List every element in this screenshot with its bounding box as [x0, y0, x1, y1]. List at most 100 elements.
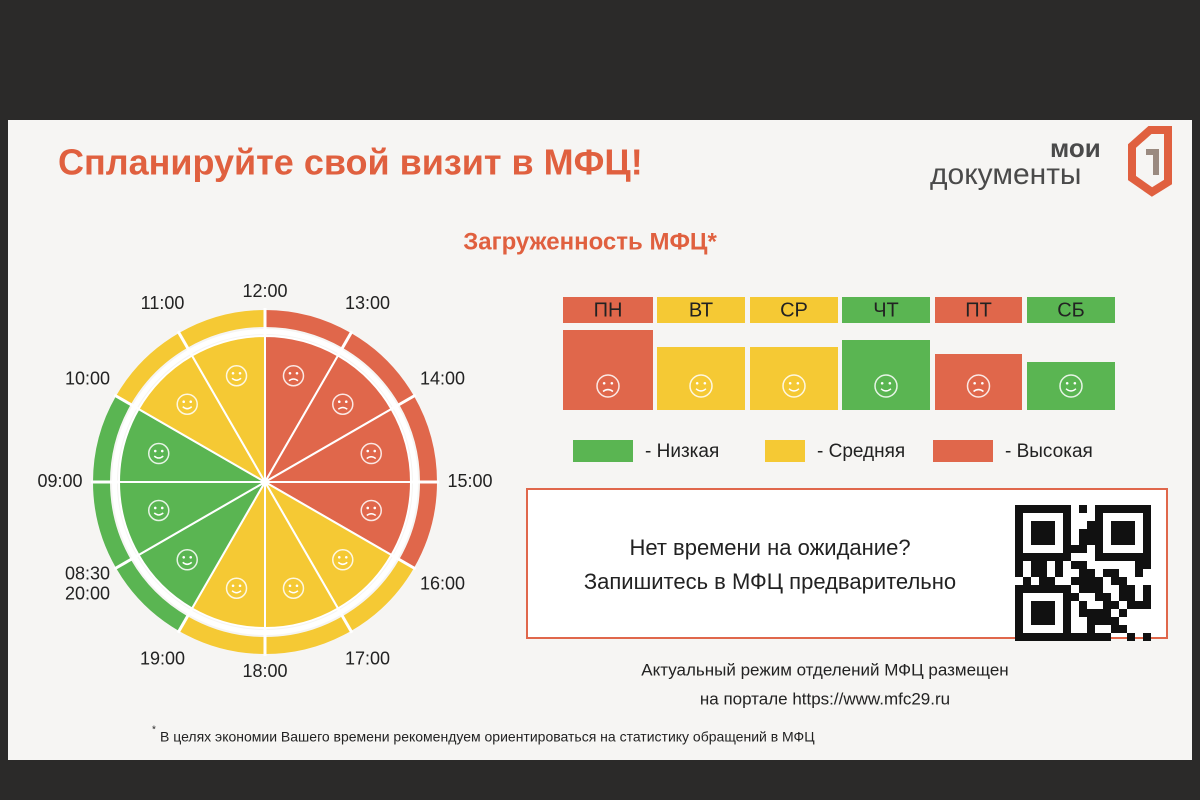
qr-cell	[1079, 537, 1087, 545]
day-label: СР	[780, 299, 808, 321]
qr-cell	[1143, 529, 1151, 537]
qr-cell	[1103, 569, 1111, 577]
qr-cell	[1015, 545, 1023, 553]
qr-cell	[1079, 505, 1087, 513]
qr-cell	[1063, 505, 1071, 513]
qr-cell	[1111, 505, 1119, 513]
legend-swatch	[933, 440, 993, 462]
face-mouth	[1065, 388, 1077, 392]
face-eye	[238, 584, 242, 588]
qr-cell	[1143, 585, 1151, 593]
clock-label: 11:00	[141, 293, 185, 313]
face	[360, 499, 383, 522]
qr-cell	[1063, 625, 1071, 633]
clock-label: 10:00	[65, 368, 110, 388]
qr-cell	[1055, 569, 1063, 577]
face-eye	[695, 381, 699, 385]
face	[225, 577, 248, 600]
qr-cell	[1023, 553, 1031, 561]
qr-cell	[1015, 585, 1023, 593]
face-eye	[231, 584, 235, 588]
legend-label: - Высокая	[1005, 441, 1093, 462]
qr-cell	[1111, 529, 1119, 537]
qr-cell	[1095, 505, 1103, 513]
note-line: на портале https://www.mfc29.ru	[700, 689, 950, 708]
clock-ring-segment	[179, 310, 265, 348]
qr-cell	[1119, 625, 1127, 633]
qr-cell	[1031, 537, 1039, 545]
qr-cell	[1103, 601, 1111, 609]
qr-cell	[1127, 521, 1135, 529]
qr-cell	[1015, 609, 1023, 617]
qr-cell	[1055, 585, 1063, 593]
face-eye	[238, 371, 242, 375]
qr-cell	[1031, 569, 1039, 577]
qr-cell	[1015, 593, 1023, 601]
qr-cell	[1079, 633, 1087, 641]
qr-cell	[1015, 537, 1023, 545]
clock-label: 09:00	[37, 471, 82, 491]
qr-cell	[1015, 569, 1023, 577]
face-eye	[337, 400, 341, 404]
qr-cell	[1087, 577, 1095, 585]
clock-label: 15:00	[447, 471, 492, 491]
face-mouth	[288, 378, 299, 382]
qr-cell	[1135, 561, 1143, 569]
face-mouth	[366, 512, 377, 517]
face-mouth	[880, 388, 892, 392]
qr-cell	[1087, 609, 1095, 617]
face-mouth	[231, 590, 242, 594]
qr-cell	[1031, 601, 1039, 609]
clock-label: 16:00	[420, 573, 465, 593]
qr-cell	[1111, 617, 1119, 625]
day-bar	[935, 354, 1022, 410]
qr-cell	[1063, 545, 1071, 553]
clock-ring-segment	[116, 559, 188, 631]
promo-line: Нет времени на ожидание?	[629, 535, 910, 560]
clock-ring-segment	[179, 616, 265, 654]
face-eye	[231, 371, 235, 375]
qr-cell	[1127, 633, 1135, 641]
qr-cell	[1119, 521, 1127, 529]
face	[874, 374, 898, 398]
qr-cell	[1119, 537, 1127, 545]
qr-cell	[1111, 521, 1119, 529]
qr-cell	[1143, 601, 1151, 609]
clock-divider	[390, 553, 417, 571]
qr-cell	[1031, 553, 1039, 561]
note-line: Актуальный режим отделений МФЦ размещен	[641, 660, 1008, 679]
day-header	[1027, 297, 1115, 323]
qr-cell	[1039, 505, 1047, 513]
face-eye	[288, 371, 292, 375]
face	[282, 577, 305, 600]
qr-cell	[1079, 561, 1087, 569]
qr-cell	[1127, 553, 1135, 561]
face	[1059, 374, 1083, 398]
day-bar	[657, 347, 745, 410]
face-eye	[610, 381, 614, 385]
face-eye	[153, 506, 157, 510]
clock-ring-segment	[93, 396, 131, 482]
qr-cell	[1103, 593, 1111, 601]
qr-cell	[1135, 505, 1143, 513]
footnote: В целях экономии Вашего времени рекоменд…	[160, 729, 815, 745]
qr-cell	[1087, 529, 1095, 537]
qr-cell	[1111, 577, 1119, 585]
footnote-mark: *	[152, 725, 156, 736]
face-eye	[703, 381, 707, 385]
clock-label: 08:30	[65, 563, 110, 583]
qr-cell	[1015, 513, 1023, 521]
clock-ring-segment	[93, 482, 131, 568]
clock-ring-segment	[342, 559, 414, 631]
qr-cell	[1103, 633, 1111, 641]
qr-cell	[1143, 553, 1151, 561]
day-header	[657, 297, 745, 323]
clock-ring-segment	[399, 482, 437, 568]
face-eye	[182, 400, 186, 404]
qr-cell	[1095, 513, 1103, 521]
qr-cell	[1039, 529, 1047, 537]
qr-cell	[1095, 617, 1103, 625]
qr-cell	[1087, 633, 1095, 641]
